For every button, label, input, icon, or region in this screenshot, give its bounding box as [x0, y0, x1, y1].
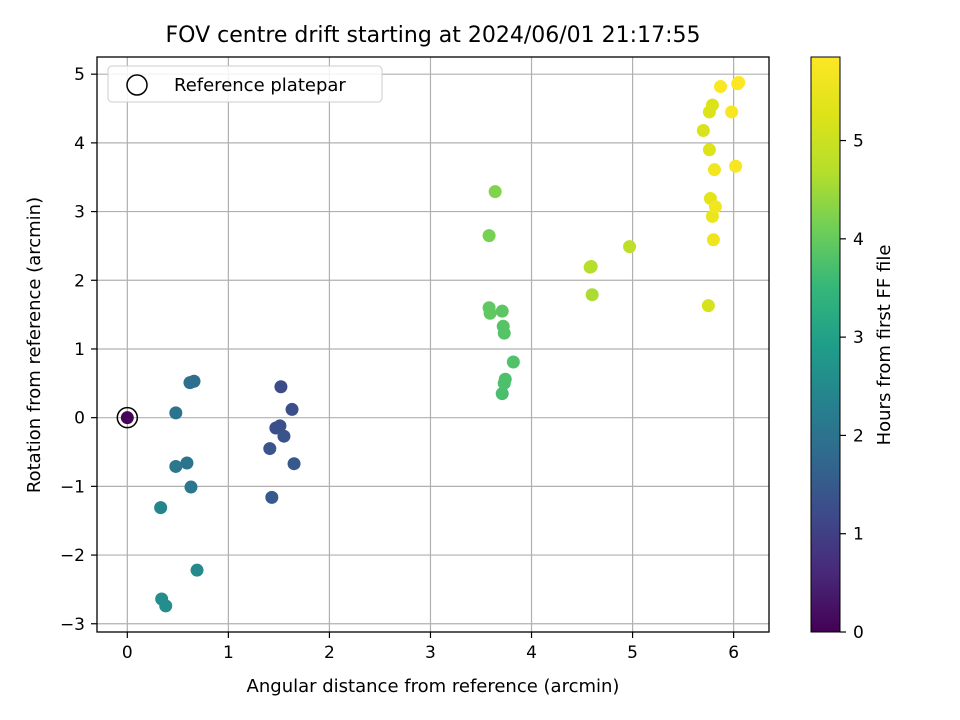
- y-tick-label: −3: [60, 615, 85, 635]
- data-point: [696, 124, 710, 138]
- data-point: [702, 143, 716, 157]
- y-axis-ticks: −3 −2 −1 0 1 2 3 4 5: [60, 65, 97, 635]
- data-point: [287, 457, 301, 471]
- data-point: [169, 406, 183, 420]
- data-point: [274, 380, 288, 394]
- reference-platepar-marker: [116, 406, 139, 429]
- colorbar-tick-label: 0: [853, 623, 864, 643]
- data-point: [277, 429, 291, 443]
- data-point: [159, 599, 173, 613]
- data-point: [190, 563, 204, 577]
- data-point: [273, 419, 287, 433]
- colorbar-tick-label: 1: [853, 525, 864, 545]
- colorbar-tick-label: 3: [853, 328, 864, 348]
- data-point: [706, 233, 720, 247]
- data-point: [263, 442, 277, 456]
- grid-lines: [97, 57, 769, 632]
- x-tick-label: 2: [324, 643, 335, 663]
- colorbar-gradient: [810, 56, 841, 633]
- data-point: [623, 240, 637, 254]
- data-point: [725, 105, 739, 119]
- y-tick-label: 2: [74, 271, 85, 291]
- y-tick-label: 5: [74, 65, 85, 85]
- chart-title: FOV centre drift starting at 2024/06/01 …: [166, 23, 701, 48]
- data-point: [488, 185, 502, 199]
- data-point: [495, 304, 509, 318]
- x-tick-label: 4: [526, 643, 537, 663]
- data-point: [708, 200, 722, 214]
- colorbar-tick-label: 5: [853, 132, 864, 152]
- colorbar-ticks: 0 1 2 3 4 5: [840, 132, 864, 643]
- data-point: [184, 480, 198, 494]
- data-point: [496, 319, 510, 333]
- data-point: [584, 260, 598, 274]
- data-point: [506, 355, 520, 369]
- y-tick-label: 1: [74, 340, 85, 360]
- data-point: [180, 456, 194, 470]
- data-point: [713, 80, 727, 94]
- data-point: [701, 299, 715, 313]
- data-point: [154, 501, 168, 515]
- data-point: [495, 387, 509, 401]
- x-tick-label: 0: [122, 643, 133, 663]
- data-point: [120, 411, 134, 425]
- data-point: [265, 490, 279, 504]
- x-tick-label: 3: [425, 643, 436, 663]
- x-axis-label: Angular distance from reference (arcmin): [247, 676, 620, 697]
- legend-marker: [126, 74, 148, 96]
- y-tick-label: 0: [74, 409, 85, 429]
- y-tick-label: −2: [60, 546, 85, 566]
- legend: Reference platepar: [107, 65, 383, 103]
- legend-entry: Reference platepar: [174, 75, 346, 96]
- data-point: [498, 372, 512, 386]
- colorbar-label: Hours from first FF file: [874, 245, 895, 446]
- x-tick-label: 6: [728, 643, 739, 663]
- data-point: [705, 98, 719, 112]
- y-tick-label: 4: [74, 134, 85, 154]
- y-tick-label: −1: [60, 477, 85, 497]
- plot-frame: [96, 56, 770, 633]
- data-point: [585, 288, 599, 302]
- legend-box: [107, 65, 383, 103]
- y-axis-label: Rotation from reference (arcmin): [24, 197, 45, 493]
- x-tick-label: 1: [223, 643, 234, 663]
- data-point: [482, 229, 496, 243]
- data-point: [187, 374, 201, 388]
- data-point: [707, 163, 721, 177]
- data-point: [732, 75, 746, 89]
- y-tick-label: 3: [74, 203, 85, 223]
- data-point: [482, 301, 496, 315]
- x-tick-label: 5: [627, 643, 638, 663]
- colorbar: 0 1 2 3 4 5 Hours from first FF file: [810, 56, 895, 643]
- x-axis-ticks: 0 1 2 3 4 5 6: [122, 632, 739, 663]
- data-point: [729, 159, 743, 173]
- data-point: [169, 459, 183, 473]
- data-points: [116, 75, 746, 613]
- colorbar-tick-label: 2: [853, 426, 864, 446]
- data-point: [285, 402, 299, 416]
- colorbar-tick-label: 4: [853, 230, 864, 250]
